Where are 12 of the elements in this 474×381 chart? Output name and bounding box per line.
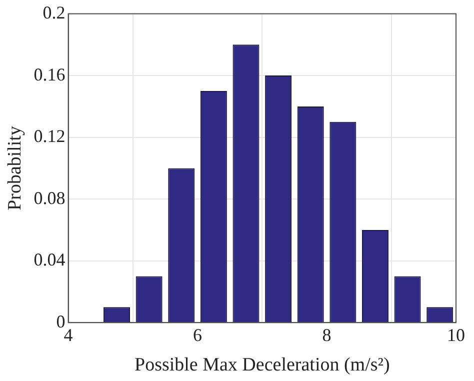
y-axis-title: Probability	[4, 125, 26, 210]
x-tick-label: 10	[447, 325, 465, 346]
y-tick-label: 0.08	[34, 188, 66, 208]
x-tick-label: 4	[64, 325, 73, 346]
y-tick-label: 0.12	[34, 126, 66, 146]
y-tick-label: 0	[56, 311, 66, 332]
y-tick-label: 0.16	[34, 64, 66, 84]
y-tick-label: 0.2	[42, 2, 66, 23]
x-axis-title: Possible Max Deceleration (m/s²)	[134, 354, 390, 376]
y-tick-label: 0.04	[34, 250, 66, 270]
x-tick-label: 6	[193, 325, 202, 346]
x-tick-label: 8	[322, 325, 332, 346]
